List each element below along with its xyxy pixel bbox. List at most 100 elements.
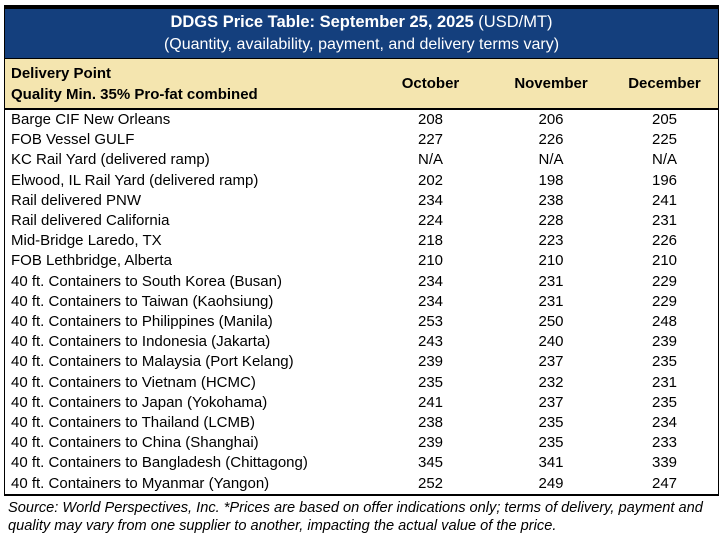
delivery-point-header: Delivery Point Quality Min. 35% Pro-fat … xyxy=(5,59,370,110)
price-cell: 198 xyxy=(538,171,564,189)
price-table-body: Barge CIF New Orleans 208 206 205 FOB Vessel… xyxy=(5,109,718,494)
price-cell: 248 xyxy=(651,313,678,331)
price-cell: 240 xyxy=(538,333,564,351)
price-cell: 226 xyxy=(651,232,678,250)
price-cell: 235 xyxy=(651,393,678,411)
price-table: Delivery Point Quality Min. 35% Pro-fat … xyxy=(5,59,718,494)
delivery-point-cell: 40 ft. Containers to South Korea (Busan) xyxy=(11,272,282,290)
price-cell: 234 xyxy=(417,292,444,310)
price-cell: N/A xyxy=(538,151,564,169)
table-row: 40 ft. Containers to Myanmar (Yangon) 252… xyxy=(5,474,718,494)
table-row: Mid-Bridge Laredo, TX 218 223 226 xyxy=(5,231,718,251)
price-cell: 341 xyxy=(538,454,564,472)
price-cell: 196 xyxy=(651,171,678,189)
price-cell: 239 xyxy=(417,434,444,452)
table-row: Rail delivered California 224 228 231 xyxy=(5,211,718,231)
price-cell: 202 xyxy=(417,171,444,189)
price-cell: 250 xyxy=(538,313,564,331)
delivery-point-cell: Elwood, IL Rail Yard (delivered ramp) xyxy=(11,171,259,189)
price-cell: 235 xyxy=(417,373,444,391)
price-cell: 239 xyxy=(651,333,678,351)
column-header-october: October xyxy=(370,59,491,110)
price-cell: 218 xyxy=(417,232,444,250)
price-cell: 231 xyxy=(538,292,564,310)
price-cell: 210 xyxy=(538,252,564,270)
delivery-point-cell: 40 ft. Containers to Malaysia (Port Kela… xyxy=(11,353,294,371)
table-row: 40 ft. Containers to Taiwan (Kaohsiung) 2… xyxy=(5,292,718,312)
delivery-point-cell: 40 ft. Containers to Philippines (Manila… xyxy=(11,313,273,331)
price-cell: 253 xyxy=(417,313,444,331)
table-title-unit: (USD/MT) xyxy=(473,13,553,31)
delivery-point-cell: FOB Lethbridge, Alberta xyxy=(11,252,172,270)
delivery-point-cell: 40 ft. Containers to Japan (Yokohama) xyxy=(11,393,268,411)
price-cell: 241 xyxy=(417,393,444,411)
price-cell: 238 xyxy=(417,414,444,432)
table-row: Barge CIF New Orleans 208 206 205 xyxy=(5,109,718,130)
delivery-point-cell: Mid-Bridge Laredo, TX xyxy=(11,232,162,250)
price-cell: 345 xyxy=(417,454,444,472)
price-cell: 234 xyxy=(651,414,678,432)
delivery-point-cell: FOB Vessel GULF xyxy=(11,131,135,149)
price-cell: 232 xyxy=(538,373,564,391)
table-row: 40 ft. Containers to Philippines (Manila… xyxy=(5,312,718,332)
table-row: 40 ft. Containers to South Korea (Busan)… xyxy=(5,272,718,292)
table-row: 40 ft. Containers to Japan (Yokohama) 241… xyxy=(5,393,718,413)
price-cell: 224 xyxy=(417,212,444,230)
table-row: 40 ft. Containers to China (Shanghai) 239… xyxy=(5,433,718,453)
price-cell: 223 xyxy=(538,232,564,250)
price-cell: 229 xyxy=(651,272,678,290)
delivery-point-cell: 40 ft. Containers to Bangladesh (Chittag… xyxy=(11,454,308,472)
delivery-point-header-line1: Delivery Point xyxy=(11,64,112,82)
delivery-point-cell: 40 ft. Containers to Taiwan (Kaohsiung) xyxy=(11,292,274,310)
price-cell: 210 xyxy=(417,252,444,270)
price-cell: 235 xyxy=(538,414,564,432)
price-cell: 235 xyxy=(538,434,564,452)
price-cell: 234 xyxy=(417,272,444,290)
table-row: FOB Lethbridge, Alberta 210 210 210 xyxy=(5,251,718,271)
table-title-band: DDGS Price Table: September 25, 2025 (US… xyxy=(5,9,718,59)
price-cell: 208 xyxy=(417,111,444,128)
delivery-point-header-line2: Quality Min. 35% Pro-fat combined xyxy=(11,85,258,103)
ddgs-price-table: DDGS Price Table: September 25, 2025 (US… xyxy=(4,5,719,536)
delivery-point-cell: 40 ft. Containers to Thailand (LCMB) xyxy=(11,414,256,432)
price-table-header: Delivery Point Quality Min. 35% Pro-fat … xyxy=(5,59,718,110)
table-row: KC Rail Yard (delivered ramp) N/A N/A N/A xyxy=(5,150,718,170)
price-cell: 239 xyxy=(417,353,444,371)
delivery-point-cell: 40 ft. Containers to Myanmar (Yangon) xyxy=(11,474,270,492)
table-row: Rail delivered PNW 234 238 241 xyxy=(5,191,718,211)
price-cell: 205 xyxy=(651,111,678,128)
delivery-point-cell: Rail delivered California xyxy=(11,212,170,230)
price-cell: 233 xyxy=(651,434,678,452)
price-cell: N/A xyxy=(651,151,677,169)
source-note: Source: World Perspectives, Inc. *Prices… xyxy=(8,499,703,535)
header-row: Delivery Point Quality Min. 35% Pro-fat … xyxy=(5,59,718,110)
column-header-november: November xyxy=(491,59,611,110)
table-row: 40 ft. Containers to Vietnam (HCMC) 235 23… xyxy=(5,373,718,393)
table-row: FOB Vessel GULF 227 226 225 xyxy=(5,130,718,150)
price-cell: 226 xyxy=(538,131,564,149)
delivery-point-cell: KC Rail Yard (delivered ramp) xyxy=(11,151,210,169)
table-bordered-area: DDGS Price Table: September 25, 2025 (US… xyxy=(4,9,719,496)
table-title-main: DDGS Price Table: September 25, 2025 xyxy=(170,13,474,31)
table-row: 40 ft. Containers to Indonesia (Jakarta)… xyxy=(5,332,718,352)
price-cell: 339 xyxy=(651,454,678,472)
price-cell: 235 xyxy=(651,353,678,371)
delivery-point-cell: 40 ft. Containers to Indonesia (Jakarta) xyxy=(11,333,271,351)
table-subtitle: (Quantity, availability, payment, and de… xyxy=(163,36,560,53)
delivery-point-cell: Barge CIF New Orleans xyxy=(11,111,171,128)
price-cell: 228 xyxy=(538,212,564,230)
price-cell: 231 xyxy=(651,373,678,391)
price-cell: 229 xyxy=(651,292,678,310)
price-cell: 238 xyxy=(538,191,564,209)
delivery-point-cell: 40 ft. Containers to China (Shanghai) xyxy=(11,434,259,452)
price-cell: 210 xyxy=(651,252,678,270)
price-cell: 247 xyxy=(651,474,678,492)
price-cell: 237 xyxy=(538,393,564,411)
price-cell: 234 xyxy=(417,191,444,209)
price-cell: 227 xyxy=(417,131,444,149)
top-border-rule xyxy=(4,5,719,9)
table-title: DDGS Price Table: September 25, 2025 (US… xyxy=(5,11,718,34)
price-cell: 241 xyxy=(651,191,678,209)
table-row: Elwood, IL Rail Yard (delivered ramp) 202… xyxy=(5,171,718,191)
table-row: 40 ft. Containers to Malaysia (Port Kela… xyxy=(5,352,718,372)
